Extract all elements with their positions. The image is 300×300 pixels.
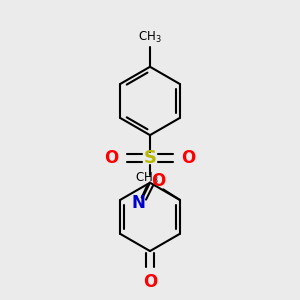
Text: O: O [181, 149, 196, 167]
Text: O: O [152, 172, 166, 190]
Text: CH$_3$: CH$_3$ [138, 30, 162, 45]
Text: CH$_3$: CH$_3$ [135, 171, 159, 186]
Text: S: S [143, 149, 157, 167]
Text: O: O [143, 273, 157, 291]
Text: O: O [104, 149, 119, 167]
Text: N: N [131, 194, 145, 212]
